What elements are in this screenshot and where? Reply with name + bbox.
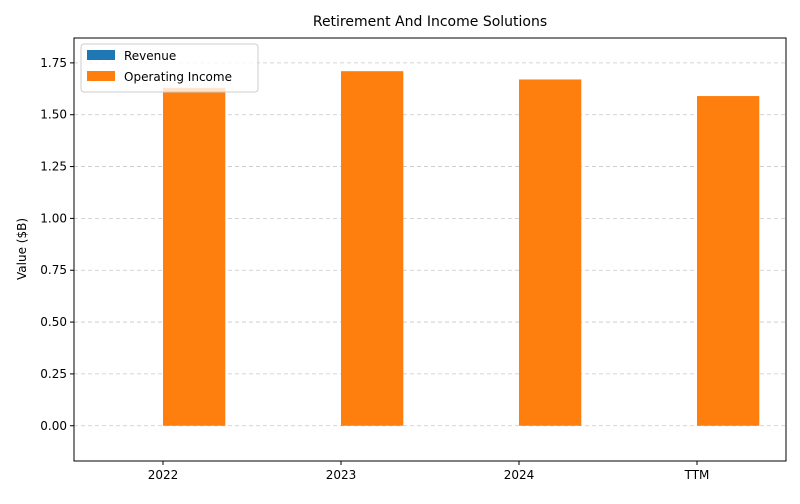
y-tick-label: 0.75 — [40, 263, 67, 277]
bar-operating-income-2022 — [163, 87, 226, 426]
x-tick-label: 2024 — [504, 468, 535, 482]
legend-box — [80, 43, 259, 93]
y-tick-label: 1.00 — [40, 211, 67, 225]
chart-title: Retirement And Income Solutions — [313, 14, 547, 30]
y-axis: 0.00 0.25 0.50 0.75 1.00 1.25 1.50 1.75 — [40, 56, 74, 433]
x-axis: 2022 2023 2024 TTM — [148, 461, 710, 482]
y-tick-label: 0.25 — [40, 367, 67, 381]
x-tick-label: 2022 — [148, 468, 179, 482]
legend-swatch — [87, 71, 115, 81]
bar-operating-income-ttm — [697, 96, 760, 426]
legend-swatch — [87, 50, 115, 60]
x-tick-label: TTM — [684, 468, 710, 482]
y-tick-label: 1.25 — [40, 160, 67, 174]
bar-operating-income-2024 — [519, 79, 582, 426]
y-tick-label: 1.50 — [40, 108, 67, 122]
legend-label: Operating Income — [124, 70, 232, 84]
legend-label: Revenue — [124, 49, 176, 63]
plot-frame — [73, 37, 787, 462]
y-tick-label: 0.50 — [40, 315, 67, 329]
y-tick-label: 0.00 — [40, 419, 67, 433]
y-tick-label: 1.75 — [40, 56, 67, 70]
bar-operating-income-2023 — [341, 71, 404, 426]
bars — [163, 71, 760, 426]
y-axis-label: Value ($B) — [15, 218, 29, 280]
legend: Revenue Operating Income — [80, 43, 259, 93]
x-tick-label: 2023 — [326, 468, 357, 482]
